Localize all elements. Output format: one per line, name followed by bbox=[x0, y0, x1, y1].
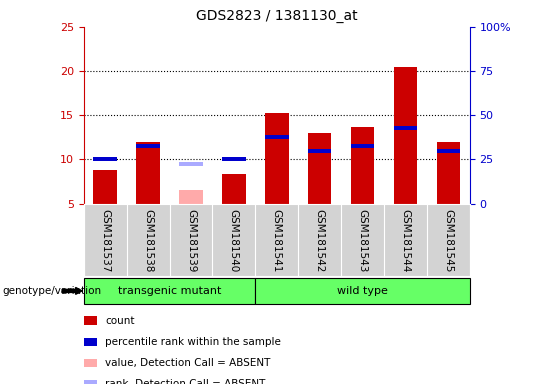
Bar bbox=[394, 67, 417, 204]
Bar bbox=[265, 113, 288, 204]
Bar bbox=[222, 157, 246, 161]
Bar bbox=[308, 133, 332, 204]
Text: rank, Detection Call = ABSENT: rank, Detection Call = ABSENT bbox=[105, 379, 266, 384]
Title: GDS2823 / 1381130_at: GDS2823 / 1381130_at bbox=[196, 9, 357, 23]
Text: GSM181540: GSM181540 bbox=[229, 209, 239, 273]
Text: value, Detection Call = ABSENT: value, Detection Call = ABSENT bbox=[105, 358, 271, 368]
Bar bbox=[136, 144, 160, 148]
Bar bbox=[93, 157, 117, 161]
FancyBboxPatch shape bbox=[84, 278, 255, 304]
Bar bbox=[308, 149, 332, 152]
Text: GSM181543: GSM181543 bbox=[357, 209, 368, 273]
Text: GSM181537: GSM181537 bbox=[100, 209, 110, 273]
Bar bbox=[179, 162, 202, 166]
Bar bbox=[136, 142, 160, 204]
Bar bbox=[265, 135, 288, 139]
Bar bbox=[351, 127, 374, 204]
Text: GSM181544: GSM181544 bbox=[401, 209, 410, 273]
Bar bbox=[351, 144, 374, 148]
Text: count: count bbox=[105, 316, 135, 326]
Text: GSM181539: GSM181539 bbox=[186, 209, 196, 273]
Text: percentile rank within the sample: percentile rank within the sample bbox=[105, 337, 281, 347]
Text: wild type: wild type bbox=[337, 286, 388, 296]
Bar bbox=[394, 126, 417, 131]
Text: transgenic mutant: transgenic mutant bbox=[118, 286, 221, 296]
FancyBboxPatch shape bbox=[255, 278, 470, 304]
Text: GSM181538: GSM181538 bbox=[143, 209, 153, 273]
Bar bbox=[222, 174, 246, 204]
Text: GSM181545: GSM181545 bbox=[443, 209, 454, 273]
Bar bbox=[179, 190, 202, 204]
Text: GSM181542: GSM181542 bbox=[315, 209, 325, 273]
Text: genotype/variation: genotype/variation bbox=[3, 286, 102, 296]
Text: GSM181541: GSM181541 bbox=[272, 209, 282, 273]
Bar bbox=[436, 142, 460, 204]
Bar bbox=[436, 149, 460, 152]
Bar bbox=[93, 170, 117, 204]
